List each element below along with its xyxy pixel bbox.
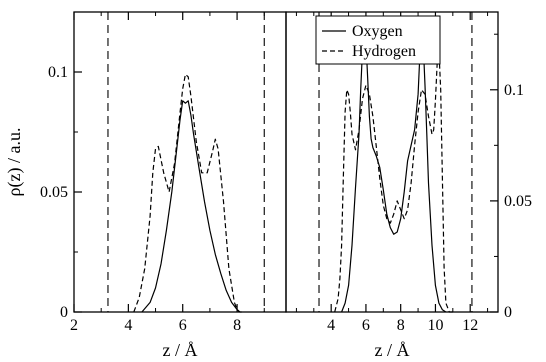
legend-label-hydrogen: Hydrogen (352, 43, 416, 60)
right-x-tick-label: 8 (397, 317, 405, 334)
left-y-tick-label: 0.1 (48, 64, 68, 81)
right-y-tick-label: 0.1 (504, 82, 524, 99)
left-plot-frame (73, 11, 287, 313)
left-y-tick-label: 0.05 (40, 184, 68, 201)
right-x-tick-label: 12 (462, 317, 478, 334)
left-x-tick-label: 4 (124, 317, 132, 334)
left-x-tick-label: 2 (70, 317, 78, 334)
right-x-tick-label: 4 (327, 317, 335, 334)
right-y-tick-label: 0 (504, 304, 512, 321)
left-y-axis-title: ρ(z) / a.u. (4, 128, 25, 197)
right-y-tick-label: 0.05 (504, 193, 532, 210)
left-panel: 2 4 6 8 0 0.05 0.1 z / Å ρ(z) / a.u. (4, 11, 287, 360)
left-x-axis-title: z / Å (163, 340, 198, 360)
right-x-tick-label: 6 (362, 317, 370, 334)
right-x-axis-title: z / Å (375, 340, 410, 360)
legend-label-oxygen: Oxygen (352, 23, 403, 40)
left-x-tick-label: 6 (179, 317, 187, 334)
left-series-oxygen (141, 100, 241, 313)
legend-box (315, 15, 441, 65)
left-x-tick-label: 8 (233, 317, 241, 334)
left-y-tick-label: 0 (60, 304, 68, 321)
right-plot-frame (285, 11, 499, 313)
right-x-tick-label: 10 (427, 317, 443, 334)
right-series-oxygen (341, 31, 447, 313)
right-panel: 4 6 8 10 12 0 0.05 0.1 z / Å Oxygen Hydrogen (285, 11, 532, 360)
right-series-hydrogen (334, 49, 453, 313)
left-series-hydrogen (133, 73, 243, 313)
